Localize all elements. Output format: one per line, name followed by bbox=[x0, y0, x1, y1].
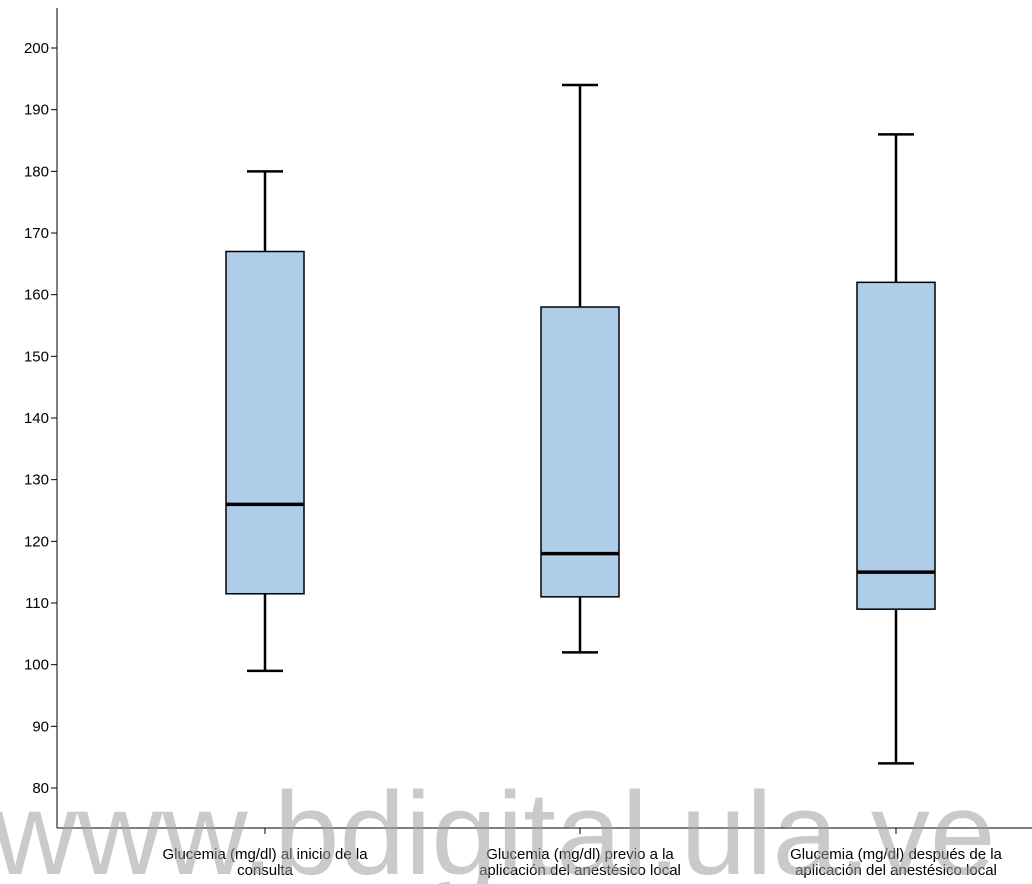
category-label: aplicación del anestésico local bbox=[479, 862, 681, 879]
boxplot-1 bbox=[225, 170, 305, 673]
y-tick-label: 180 bbox=[24, 163, 49, 180]
watermark-text: www.bdigital.ula.ve bbox=[0, 768, 996, 884]
y-tick-label: 200 bbox=[24, 40, 49, 57]
y-tick-label: 160 bbox=[24, 287, 49, 304]
y-tick-label: 190 bbox=[24, 102, 49, 119]
y-tick-label: 80 bbox=[32, 780, 49, 797]
y-tick-label: 100 bbox=[24, 657, 49, 674]
y-tick-label: 150 bbox=[24, 348, 49, 365]
iqr-box bbox=[856, 281, 936, 610]
boxplot-3 bbox=[856, 133, 936, 765]
boxes bbox=[225, 83, 936, 765]
iqr-box bbox=[540, 306, 620, 598]
category-label: consulta bbox=[237, 862, 294, 879]
category-label: Glucemia (mg/dl) después de la bbox=[790, 846, 1002, 863]
y-tick-label: 170 bbox=[24, 225, 49, 242]
category-labels: Glucemia (mg/dl) al inicio de laconsulta… bbox=[162, 846, 1002, 879]
category-label: aplicación del anestésico local bbox=[795, 862, 997, 879]
y-tick-label: 140 bbox=[24, 410, 49, 427]
axes: 80 90 100 110 120 130 140 150 160 170 180 190 200 bbox=[24, 8, 1032, 834]
category-label: Glucemia (mg/dl) previo a la bbox=[486, 846, 674, 863]
y-tick-label: 90 bbox=[32, 718, 49, 735]
category-label: Glucemia (mg/dl) al inicio de la bbox=[162, 846, 368, 863]
y-tick-label: 110 bbox=[25, 595, 49, 612]
boxplot-2 bbox=[540, 83, 620, 654]
y-tick-label: 130 bbox=[24, 472, 49, 489]
y-tick-label: 120 bbox=[24, 533, 49, 550]
iqr-box bbox=[225, 250, 305, 595]
